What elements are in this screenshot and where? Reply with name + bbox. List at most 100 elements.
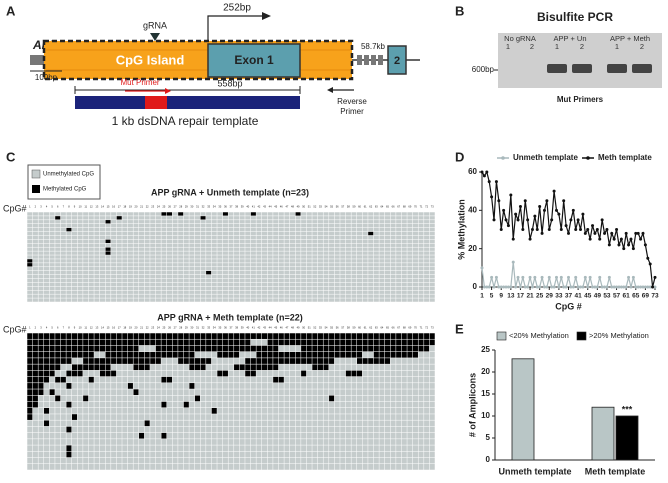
y-axis-label: # of Amplicons bbox=[467, 373, 477, 437]
cpg-number: 21 bbox=[140, 205, 143, 209]
cpg-island-label: CpG Island bbox=[116, 52, 185, 67]
methylated-cpg bbox=[27, 389, 44, 396]
distance-label: 558bp bbox=[217, 78, 242, 88]
x-tick-label: 17 bbox=[517, 293, 525, 300]
data-point bbox=[564, 285, 568, 289]
x-tick-label: 45 bbox=[584, 293, 592, 300]
methylated-cpg bbox=[183, 401, 190, 408]
cpg-number: 35 bbox=[218, 326, 221, 330]
data-point bbox=[631, 275, 635, 279]
methylated-cpg bbox=[250, 212, 257, 216]
data-point bbox=[643, 285, 647, 289]
cpg-number: 34 bbox=[213, 326, 216, 330]
x-tick-label: 73 bbox=[651, 293, 659, 300]
data-point bbox=[639, 285, 643, 289]
methylated-cpg bbox=[88, 376, 95, 383]
methylated-cpg bbox=[105, 251, 111, 256]
panel-title: Bisulfite PCR bbox=[537, 10, 613, 24]
data-point bbox=[641, 285, 645, 289]
data-point bbox=[564, 224, 568, 228]
cpg-number: 41 bbox=[252, 326, 255, 330]
cpg-number: 27 bbox=[174, 205, 177, 209]
cpg-number: 56 bbox=[336, 205, 339, 209]
cpg-number: 26 bbox=[168, 205, 171, 209]
methylated-cpg bbox=[43, 407, 50, 414]
grid-background bbox=[27, 212, 435, 302]
cpg-number: 72 bbox=[425, 326, 428, 330]
data-point bbox=[624, 285, 628, 289]
data-point bbox=[480, 170, 484, 174]
cpg-number: 25 bbox=[162, 326, 165, 330]
cpg-number: 29 bbox=[185, 205, 188, 209]
x-tick-label: 29 bbox=[546, 293, 554, 300]
x-tick-label: Unmeth template bbox=[498, 466, 571, 476]
x-tick-label: 49 bbox=[594, 293, 602, 300]
data-point bbox=[576, 218, 580, 222]
data-point bbox=[521, 275, 525, 279]
cpg-number: 14 bbox=[101, 205, 104, 209]
data-point bbox=[610, 231, 614, 235]
y-tick-label: 0 bbox=[473, 282, 478, 291]
x-tick-label: 65 bbox=[632, 293, 640, 300]
lane-group: APP + Un bbox=[553, 34, 586, 43]
data-point bbox=[511, 237, 515, 241]
cpg-number: 54 bbox=[325, 205, 328, 209]
tss-arrow bbox=[207, 15, 263, 41]
cpg-number: 15 bbox=[107, 326, 110, 330]
cpg-number: 61 bbox=[364, 205, 367, 209]
data-point bbox=[588, 237, 592, 241]
legend-label: <20% Methylation bbox=[509, 331, 569, 340]
data-point bbox=[617, 243, 621, 247]
lane-group: APP + Meth bbox=[610, 34, 650, 43]
data-point bbox=[557, 285, 561, 289]
cpg-number: 6 bbox=[57, 205, 59, 209]
data-point bbox=[547, 228, 551, 231]
data-point bbox=[545, 285, 549, 289]
cpg-number: 7 bbox=[63, 326, 65, 330]
gel bbox=[498, 33, 662, 88]
data-point bbox=[634, 285, 638, 289]
legend-label: Unmethylated CpG bbox=[43, 172, 94, 178]
data-point bbox=[509, 285, 513, 289]
methylated-cpg bbox=[105, 219, 111, 224]
cpg-number: 44 bbox=[269, 326, 272, 330]
cpg-number: 51 bbox=[308, 205, 311, 209]
cpg-number: 24 bbox=[157, 326, 160, 330]
methylated-cpg bbox=[295, 212, 301, 216]
data-point bbox=[504, 285, 508, 289]
methylated-cpg bbox=[127, 382, 134, 390]
data-point bbox=[653, 285, 657, 289]
cpg-number: 20 bbox=[135, 205, 138, 209]
data-point bbox=[636, 231, 640, 235]
data-point bbox=[487, 180, 491, 184]
intron-block bbox=[378, 55, 383, 65]
cpg-number: 42 bbox=[257, 326, 260, 330]
x-tick-label: 69 bbox=[642, 293, 650, 300]
data-point bbox=[593, 285, 597, 289]
cpg-number: 3 bbox=[40, 326, 42, 330]
methylated-cpg bbox=[66, 451, 72, 458]
cpg-number: 15 bbox=[107, 205, 110, 209]
panel-letter: E bbox=[455, 321, 464, 336]
cpg-number: 7 bbox=[63, 205, 65, 209]
data-point bbox=[622, 285, 626, 289]
x-tick-label: 5 bbox=[490, 293, 494, 300]
x-tick-label: 21 bbox=[526, 293, 534, 300]
data-point bbox=[598, 275, 602, 279]
x-tick-label: 25 bbox=[536, 293, 544, 300]
methylated-cpg bbox=[166, 212, 173, 216]
methylated-cpg bbox=[27, 382, 44, 390]
data-point bbox=[530, 228, 534, 231]
methylated-cpg bbox=[328, 395, 335, 402]
cpg-number: 50 bbox=[302, 205, 305, 209]
cpg-number: 57 bbox=[341, 326, 344, 330]
cpg-number: 62 bbox=[369, 205, 372, 209]
data-point bbox=[554, 275, 558, 279]
intron-block bbox=[364, 55, 369, 65]
data-point bbox=[528, 275, 532, 279]
data-point bbox=[612, 237, 616, 241]
exon1-box bbox=[207, 43, 301, 78]
cpg-number: 8 bbox=[68, 326, 70, 330]
methylated-cpg bbox=[133, 364, 150, 371]
panel-letter: C bbox=[6, 149, 16, 164]
